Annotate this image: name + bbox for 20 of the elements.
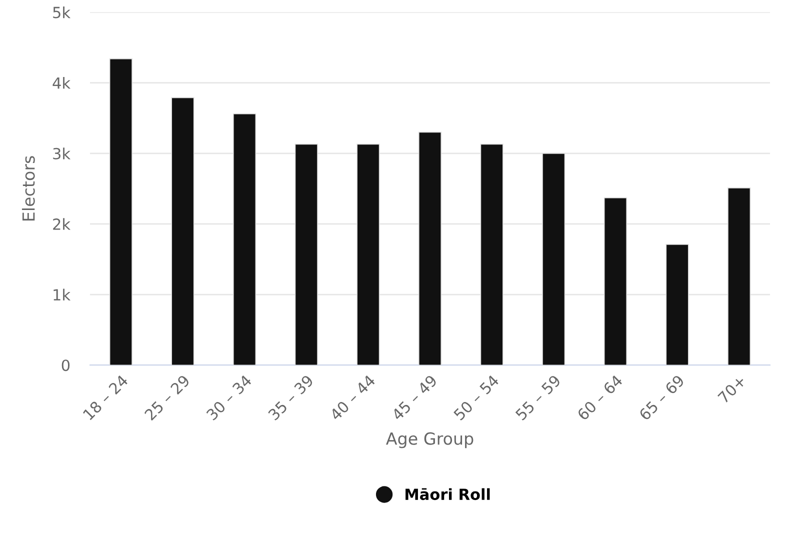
x-tick-label: 65 – 69	[638, 374, 685, 421]
y-tick-label: 4k	[52, 77, 71, 89]
x-axis-title: Age Group	[386, 432, 474, 448]
x-tick-label: 55 – 59	[514, 374, 562, 421]
y-tick-label: 3k	[53, 148, 71, 160]
x-tick-label: 40 – 44	[329, 374, 376, 422]
y-tick-label: 1k	[54, 288, 71, 300]
x-tick-label: 30 – 34	[206, 374, 252, 421]
y-axis-title: Electors	[22, 156, 35, 220]
y-tick-label: 0	[62, 360, 70, 372]
x-tick-label: 70+	[717, 374, 746, 404]
x-tick-label: 35 – 39	[268, 374, 314, 421]
x-tick-label: 50 – 54	[453, 374, 500, 421]
x-tick-label: 25 – 29	[144, 374, 190, 421]
x-tick-label: 18 – 24	[82, 374, 129, 420]
y-tick-label: 2k	[53, 218, 71, 230]
x-tick-label: 45 – 49	[390, 374, 438, 422]
legend-label: Māori Roll	[406, 488, 490, 500]
x-tick-label: 60 – 64	[576, 374, 624, 421]
y-tick-label: 5k	[53, 6, 71, 18]
